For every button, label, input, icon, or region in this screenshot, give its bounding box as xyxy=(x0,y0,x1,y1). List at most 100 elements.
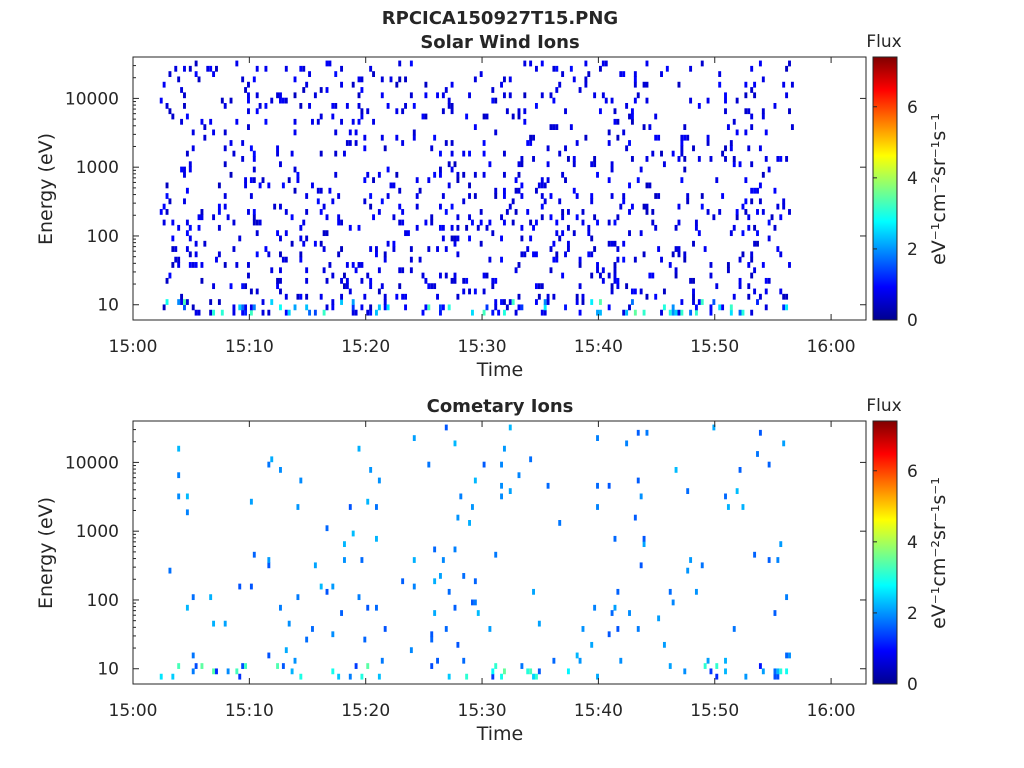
heatmap-cell xyxy=(325,277,329,284)
heatmap-cell xyxy=(651,219,655,226)
heatmap-cell xyxy=(514,177,518,184)
heatmap-cell xyxy=(494,187,498,194)
heatmap-cell xyxy=(412,134,416,141)
heatmap-cell xyxy=(779,214,783,221)
heatmap-cell xyxy=(450,108,454,115)
heatmap-cell xyxy=(412,583,416,590)
heatmap-cell xyxy=(558,235,562,242)
heatmap-cell xyxy=(249,177,253,184)
heatmap-cell xyxy=(389,182,393,189)
heatmap-cell xyxy=(555,219,559,226)
heatmap-cell xyxy=(633,288,637,295)
heatmap-cell xyxy=(188,251,192,258)
heatmap-cell xyxy=(241,140,245,146)
heatmap-cell xyxy=(529,668,533,675)
heatmap-cell xyxy=(517,108,521,115)
heatmap-cell xyxy=(462,150,466,157)
heatmap-cell xyxy=(744,177,748,184)
heatmap-cell xyxy=(444,626,448,632)
heatmap-cell xyxy=(502,76,506,83)
heatmap-cell xyxy=(706,140,710,146)
heatmap-cell xyxy=(566,668,570,675)
colorbar-tick-label: 0 xyxy=(907,675,918,695)
heatmap-cell xyxy=(293,657,297,664)
heatmap-cell xyxy=(709,272,713,279)
heatmap-cell xyxy=(421,309,425,316)
heatmap-cell xyxy=(750,87,754,93)
heatmap-cell xyxy=(561,171,565,178)
heatmap-cell xyxy=(244,663,248,669)
heatmap-cell xyxy=(468,235,471,242)
heatmap-cell xyxy=(724,145,727,152)
heatmap-cell xyxy=(465,113,469,120)
heatmap-cell xyxy=(529,456,533,463)
heatmap-cell xyxy=(255,219,259,226)
heatmap-cell xyxy=(639,562,643,569)
heatmap-cell xyxy=(325,230,329,237)
heatmap-cell xyxy=(453,604,457,611)
heatmap-cell xyxy=(308,71,312,77)
heatmap-cell xyxy=(479,219,483,226)
heatmap-cell xyxy=(313,309,317,316)
heatmap-cell xyxy=(334,129,338,136)
heatmap-cell xyxy=(212,620,216,627)
heatmap-cell xyxy=(436,246,439,252)
heatmap-cell xyxy=(758,182,762,189)
heatmap-cell xyxy=(220,97,224,104)
y-tick-label: 10 xyxy=(97,660,119,680)
heatmap-cell xyxy=(174,65,178,72)
heatmap-cell xyxy=(238,235,242,242)
heatmap-cell xyxy=(709,309,713,316)
heatmap-cell xyxy=(386,304,390,311)
heatmap-cell xyxy=(375,246,378,252)
heatmap-cell xyxy=(171,113,175,120)
heatmap-cell xyxy=(750,256,754,263)
heatmap-cell xyxy=(217,299,221,305)
heatmap-cell xyxy=(578,256,582,263)
x-tick-label: 15:20 xyxy=(341,337,390,357)
heatmap-cell xyxy=(645,60,649,67)
heatmap-cell xyxy=(616,214,620,221)
heatmap-cell xyxy=(491,230,495,237)
heatmap-cell xyxy=(747,214,751,221)
heatmap-cell xyxy=(322,246,326,252)
heatmap-cell xyxy=(241,156,245,162)
heatmap-cell xyxy=(482,140,486,146)
heatmap-cell xyxy=(369,304,373,311)
y-tick-label: 10000 xyxy=(65,453,119,473)
heatmap-cell xyxy=(625,102,629,109)
heatmap-cell xyxy=(668,588,672,595)
heatmap-cell xyxy=(555,87,559,93)
heatmap-cell xyxy=(482,272,486,279)
heatmap-cell xyxy=(785,652,789,659)
heatmap-cell xyxy=(677,309,681,316)
heatmap-cell xyxy=(392,182,396,189)
heatmap-cell xyxy=(375,535,378,542)
heatmap-cell xyxy=(500,256,503,263)
heatmap-cell xyxy=(380,657,384,664)
cometary-xlabel: Time xyxy=(476,723,524,745)
heatmap-cell xyxy=(453,272,457,279)
heatmap-cell xyxy=(648,182,652,189)
heatmap-cell xyxy=(747,293,751,300)
heatmap-cell xyxy=(444,272,448,279)
heatmap-cell xyxy=(223,193,227,199)
heatmap-cell xyxy=(520,663,524,669)
heatmap-cell xyxy=(657,615,661,622)
heatmap-cell xyxy=(654,113,658,120)
heatmap-cell xyxy=(162,219,166,226)
heatmap-cell xyxy=(517,472,521,479)
heatmap-cell xyxy=(572,161,576,168)
heatmap-cell xyxy=(209,299,213,305)
heatmap-cell xyxy=(296,177,300,184)
heatmap-cell xyxy=(546,177,550,184)
heatmap-cell xyxy=(578,657,582,664)
solar-wind-y-axis: 10 100 1000 10000 xyxy=(65,56,866,316)
heatmap-cell xyxy=(508,488,512,495)
y-tick-label: 10 xyxy=(97,296,119,316)
heatmap-cell xyxy=(418,256,422,263)
heatmap-cell xyxy=(581,209,585,215)
heatmap-cell xyxy=(284,209,288,215)
heatmap-cell xyxy=(607,272,611,279)
heatmap-cell xyxy=(348,140,352,146)
